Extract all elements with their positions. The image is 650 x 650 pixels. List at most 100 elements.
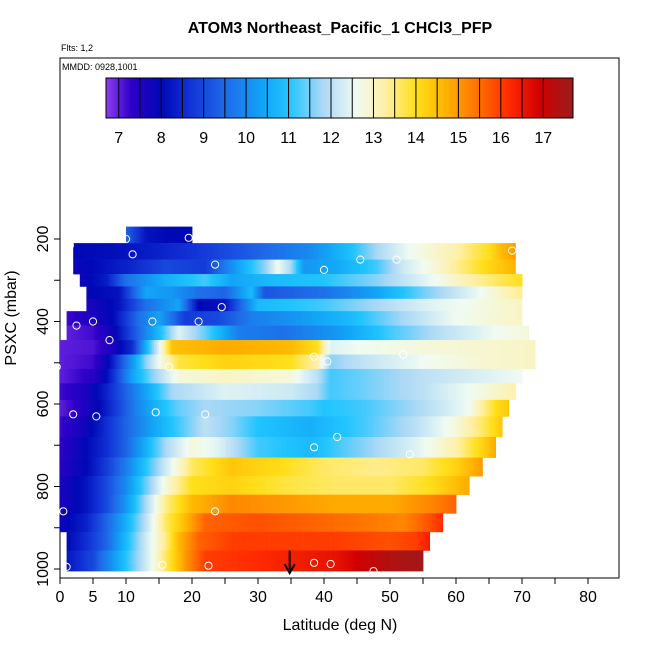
heatmap-cell bbox=[195, 298, 198, 312]
heatmap-cell bbox=[523, 325, 526, 341]
heatmap-cell bbox=[216, 340, 219, 355]
heatmap-cell bbox=[525, 354, 528, 370]
heatmap-cell bbox=[182, 340, 185, 355]
heatmap-cell bbox=[437, 476, 440, 496]
heatmap-cell bbox=[309, 368, 312, 384]
heatmap-cell bbox=[361, 383, 364, 401]
heatmap-cell bbox=[399, 457, 402, 477]
heatmap-cell bbox=[64, 457, 67, 477]
heatmap-cell bbox=[470, 274, 473, 287]
heatmap-cell bbox=[373, 494, 376, 514]
heatmap-cell bbox=[220, 325, 223, 341]
heatmap-cell bbox=[401, 416, 404, 438]
heatmap-cell bbox=[289, 476, 292, 496]
heatmap-cell bbox=[101, 531, 104, 551]
heatmap-cell bbox=[482, 383, 485, 401]
heatmap-cell bbox=[253, 531, 256, 551]
heatmap-cell bbox=[236, 437, 239, 458]
heatmap-cell bbox=[139, 513, 142, 533]
heatmap-cell bbox=[228, 457, 231, 477]
heatmap-cell bbox=[142, 383, 145, 401]
heatmap-cell bbox=[234, 383, 237, 401]
heatmap-cell bbox=[310, 457, 313, 477]
heatmap-cell bbox=[360, 513, 363, 533]
heatmap-cell bbox=[398, 354, 401, 370]
heatmap-cell bbox=[337, 340, 340, 355]
heatmap-cell bbox=[361, 354, 364, 370]
heatmap-cell bbox=[373, 325, 376, 341]
heatmap-cell bbox=[254, 298, 257, 312]
heatmap-cell bbox=[261, 325, 264, 341]
heatmap-cell bbox=[74, 311, 77, 326]
heatmap-cell bbox=[439, 298, 442, 312]
heatmap-cell bbox=[244, 457, 247, 477]
heatmap-cell bbox=[381, 325, 384, 341]
heatmap-cell bbox=[130, 340, 133, 355]
heatmap-cell bbox=[130, 457, 133, 477]
heatmap-cell bbox=[342, 243, 345, 260]
heatmap-cell bbox=[259, 437, 262, 458]
heatmap-cell bbox=[256, 274, 259, 287]
heatmap-cell bbox=[312, 311, 315, 326]
heatmap-cell bbox=[109, 476, 112, 496]
heatmap-cell bbox=[160, 226, 163, 244]
heatmap-cell bbox=[373, 340, 376, 355]
heatmap-cell bbox=[363, 437, 366, 458]
heatmap-cell bbox=[289, 274, 292, 287]
heatmap-cell bbox=[188, 368, 191, 384]
heatmap-cell bbox=[249, 383, 252, 401]
heatmap-cell bbox=[198, 494, 201, 514]
heatmap-cell bbox=[409, 286, 412, 300]
heatmap-cell bbox=[398, 243, 401, 260]
heatmap-cell bbox=[444, 274, 447, 287]
heatmap-cell bbox=[119, 286, 122, 300]
heatmap-cell bbox=[350, 383, 353, 401]
heatmap-cell bbox=[522, 340, 525, 355]
heatmap-cell bbox=[307, 457, 310, 477]
heatmap-cell bbox=[192, 354, 195, 370]
heatmap-cell bbox=[451, 437, 454, 458]
heatmap-cell bbox=[140, 368, 143, 384]
heatmap-cell bbox=[404, 399, 407, 417]
heatmap-cell bbox=[459, 325, 462, 341]
heatmap-cell bbox=[314, 274, 317, 287]
heatmap-cell bbox=[261, 476, 264, 496]
heatmap-cell bbox=[180, 226, 183, 244]
heatmap-cell bbox=[358, 311, 361, 326]
heatmap-cell bbox=[279, 340, 282, 355]
heatmap-cell bbox=[317, 243, 320, 260]
heatmap-cell bbox=[277, 298, 280, 312]
heatmap-cell bbox=[454, 311, 457, 326]
heatmap-cell bbox=[459, 416, 462, 438]
heatmap-cell bbox=[102, 476, 105, 496]
heatmap-cell bbox=[404, 298, 407, 312]
heatmap-cell bbox=[150, 259, 153, 275]
heatmap-cell bbox=[145, 513, 148, 533]
heatmap-cell bbox=[241, 383, 244, 401]
heatmap-cell bbox=[215, 243, 218, 260]
heatmap-cell bbox=[462, 286, 465, 300]
heatmap-cell bbox=[444, 340, 447, 355]
heatmap-cell bbox=[249, 476, 252, 496]
heatmap-cell bbox=[335, 325, 338, 341]
heatmap-cell bbox=[127, 476, 130, 496]
heatmap-cell bbox=[61, 368, 64, 384]
heatmap-cell bbox=[437, 457, 440, 477]
heatmap-cell bbox=[272, 513, 275, 533]
heatmap-cell bbox=[439, 494, 442, 514]
heatmap-cell bbox=[385, 311, 388, 326]
heatmap-cell bbox=[474, 325, 477, 341]
heatmap-cell bbox=[262, 311, 265, 326]
heatmap-cell bbox=[282, 457, 285, 477]
heatmap-cell bbox=[299, 259, 302, 275]
heatmap-cell bbox=[262, 325, 265, 341]
heatmap-cell bbox=[220, 457, 223, 477]
heatmap-cell bbox=[266, 399, 269, 417]
heatmap-cell bbox=[335, 494, 338, 514]
heatmap-layer bbox=[60, 368, 523, 384]
heatmap-cell bbox=[396, 298, 399, 312]
heatmap-cell bbox=[363, 354, 366, 370]
heatmap-cell bbox=[140, 274, 143, 287]
heatmap-cell bbox=[201, 437, 204, 458]
heatmap-cell bbox=[363, 259, 366, 275]
